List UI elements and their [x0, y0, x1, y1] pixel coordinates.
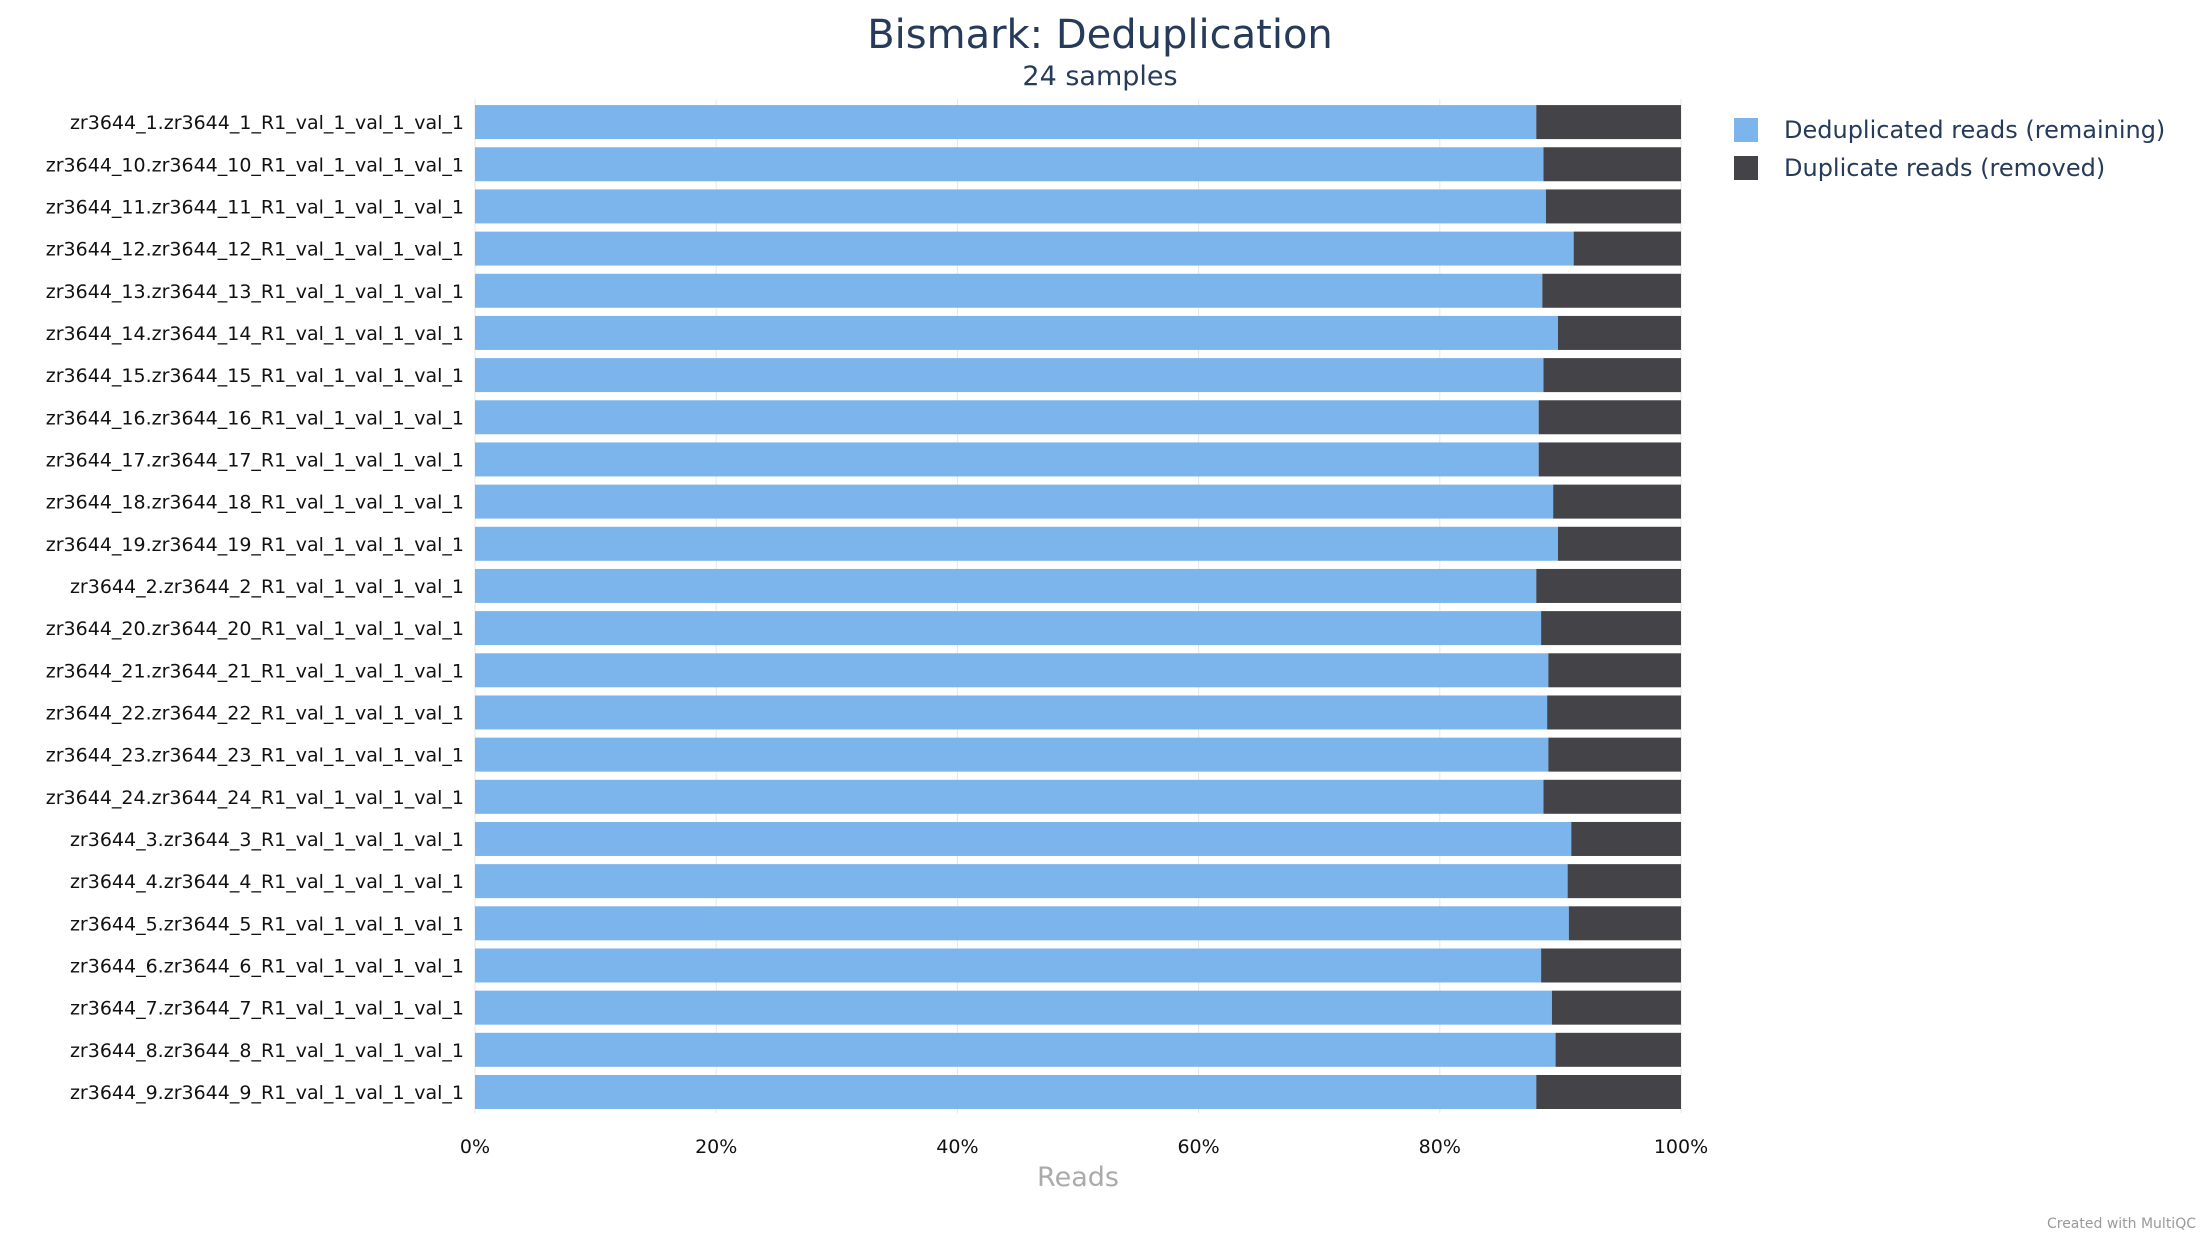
bar-duplicate[interactable] — [1542, 273, 1681, 308]
category-label: zr3644_5.zr3644_5_R1_val_1_val_1_val_1 — [70, 913, 464, 935]
category-label: zr3644_21.zr3644_21_R1_val_1_val_1_val_1 — [46, 660, 464, 682]
grid-lines — [474, 99, 1682, 1114]
category-label: zr3644_12.zr3644_12_R1_val_1_val_1_val_1 — [46, 239, 464, 261]
bar-duplicate[interactable] — [1571, 821, 1681, 856]
bar-duplicate[interactable] — [1551, 990, 1681, 1025]
category-label: zr3644_7.zr3644_7_R1_val_1_val_1_val_1 — [70, 998, 464, 1020]
category-label: zr3644_1.zr3644_1_R1_val_1_val_1_val_1 — [70, 112, 464, 134]
category-label: zr3644_22.zr3644_22_R1_val_1_val_1_val_1 — [46, 702, 464, 724]
bar-deduplicated[interactable] — [475, 611, 1542, 646]
bar-duplicate[interactable] — [1548, 737, 1681, 772]
bar-deduplicated[interactable] — [475, 358, 1544, 393]
category-label: zr3644_24.zr3644_24_R1_val_1_val_1_val_1 — [46, 787, 464, 809]
bars — [475, 105, 1681, 1109]
category-label: zr3644_13.zr3644_13_R1_val_1_val_1_val_1 — [46, 281, 464, 303]
bar-duplicate[interactable] — [1547, 695, 1681, 730]
legend-label[interactable]: Deduplicated reads (remaining) — [1784, 116, 2165, 144]
category-label: zr3644_9.zr3644_9_R1_val_1_val_1_val_1 — [70, 1082, 464, 1104]
category-label: zr3644_15.zr3644_15_R1_val_1_val_1_val_1 — [46, 365, 464, 387]
bar-deduplicated[interactable] — [475, 906, 1569, 941]
category-label: zr3644_3.zr3644_3_R1_val_1_val_1_val_1 — [70, 829, 464, 851]
x-tick-labels: 0% 20% 40% 60% 80% 100% — [460, 1136, 1708, 1158]
chart-subtitle: 24 samples — [1022, 61, 1177, 92]
bar-duplicate[interactable] — [1548, 653, 1681, 688]
bar-duplicate[interactable] — [1543, 147, 1681, 182]
category-label: zr3644_20.zr3644_20_R1_val_1_val_1_val_1 — [46, 618, 464, 640]
bar-duplicate[interactable] — [1567, 864, 1681, 899]
bar-deduplicated[interactable] — [475, 526, 1558, 561]
category-label: zr3644_19.zr3644_19_R1_val_1_val_1_val_1 — [46, 534, 464, 556]
category-label: zr3644_11.zr3644_11_R1_val_1_val_1_val_1 — [46, 196, 464, 218]
x-tick-label: 0% — [460, 1136, 490, 1158]
category-label: zr3644_6.zr3644_6_R1_val_1_val_1_val_1 — [70, 955, 464, 977]
bar-deduplicated[interactable] — [475, 864, 1568, 899]
category-label: zr3644_14.zr3644_14_R1_val_1_val_1_val_1 — [46, 323, 464, 345]
x-tick-label: 100% — [1654, 1136, 1708, 1158]
bar-deduplicated[interactable] — [475, 779, 1544, 814]
bar-deduplicated[interactable] — [475, 400, 1539, 435]
bar-deduplicated[interactable] — [475, 1032, 1556, 1067]
bar-deduplicated[interactable] — [475, 568, 1537, 603]
bar-duplicate[interactable] — [1536, 105, 1681, 140]
bar-duplicate[interactable] — [1536, 568, 1681, 603]
bar-duplicate[interactable] — [1568, 906, 1681, 941]
bar-duplicate[interactable] — [1557, 526, 1681, 561]
bar-duplicate[interactable] — [1553, 484, 1681, 519]
bar-duplicate[interactable] — [1573, 231, 1681, 266]
category-label: zr3644_2.zr3644_2_R1_val_1_val_1_val_1 — [70, 576, 464, 598]
bar-deduplicated[interactable] — [475, 737, 1549, 772]
bar-deduplicated[interactable] — [475, 948, 1542, 983]
bar-deduplicated[interactable] — [475, 231, 1574, 266]
bar-duplicate[interactable] — [1538, 442, 1681, 477]
bar-duplicate[interactable] — [1543, 358, 1681, 393]
bar-deduplicated[interactable] — [475, 653, 1549, 688]
category-label: zr3644_18.zr3644_18_R1_val_1_val_1_val_1 — [46, 492, 464, 514]
bar-deduplicated[interactable] — [475, 484, 1554, 519]
legend: Deduplicated reads (remaining) Duplicate … — [1734, 116, 2165, 182]
legend-swatch — [1734, 156, 1758, 180]
bar-deduplicated[interactable] — [475, 990, 1552, 1025]
bar-deduplicated[interactable] — [475, 147, 1544, 182]
bar-duplicate[interactable] — [1538, 400, 1681, 435]
bar-duplicate[interactable] — [1545, 189, 1681, 224]
bar-deduplicated[interactable] — [475, 821, 1572, 856]
bar-duplicate[interactable] — [1557, 315, 1681, 350]
legend-label[interactable]: Duplicate reads (removed) — [1784, 154, 2105, 182]
x-tick-label: 40% — [936, 1136, 978, 1158]
category-label: zr3644_10.zr3644_10_R1_val_1_val_1_val_1 — [46, 154, 464, 176]
bar-duplicate[interactable] — [1536, 1074, 1681, 1109]
bar-duplicate[interactable] — [1555, 1032, 1681, 1067]
credit-label: Created with MultiQC — [2047, 1216, 2196, 1232]
x-tick-label: 60% — [1177, 1136, 1219, 1158]
chart-title: Bismark: Deduplication — [867, 12, 1333, 58]
category-label: zr3644_23.zr3644_23_R1_val_1_val_1_val_1 — [46, 745, 464, 767]
category-label: zr3644_8.zr3644_8_R1_val_1_val_1_val_1 — [70, 1040, 464, 1062]
x-tick-label: 80% — [1419, 1136, 1461, 1158]
category-label: zr3644_17.zr3644_17_R1_val_1_val_1_val_1 — [46, 449, 464, 471]
legend-swatch — [1734, 118, 1758, 142]
bar-deduplicated[interactable] — [475, 315, 1558, 350]
bar-duplicate[interactable] — [1541, 611, 1681, 646]
category-label: zr3644_4.zr3644_4_R1_val_1_val_1_val_1 — [70, 871, 464, 893]
bar-duplicate[interactable] — [1543, 779, 1681, 814]
bar-deduplicated[interactable] — [475, 189, 1546, 224]
category-labels: zr3644_1.zr3644_1_R1_val_1_val_1_val_1zr… — [46, 112, 464, 1104]
x-axis-label: Reads — [1037, 1162, 1119, 1193]
bar-deduplicated[interactable] — [475, 273, 1543, 308]
bar-deduplicated[interactable] — [475, 1074, 1537, 1109]
category-label: zr3644_16.zr3644_16_R1_val_1_val_1_val_1 — [46, 407, 464, 429]
bar-duplicate[interactable] — [1541, 948, 1681, 983]
bar-deduplicated[interactable] — [475, 442, 1539, 477]
x-tick-label: 20% — [695, 1136, 737, 1158]
bar-deduplicated[interactable] — [475, 695, 1548, 730]
bar-deduplicated[interactable] — [475, 105, 1537, 140]
